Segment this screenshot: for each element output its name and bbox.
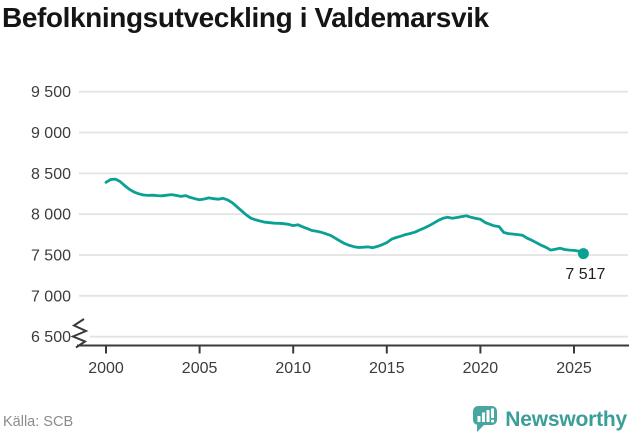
y-tick-label: 8 500	[31, 166, 71, 183]
brand-lockup: Newsworthy	[472, 405, 627, 435]
x-tick-label: 2010	[275, 360, 311, 377]
source-label: Källa: SCB	[3, 414, 74, 430]
y-tick-label: 6 500	[31, 329, 71, 346]
y-tick-label: 7 500	[31, 248, 71, 265]
exclamation-bar	[491, 408, 495, 418]
axis-break-icon	[70, 318, 89, 349]
end-point-marker	[577, 248, 589, 260]
bar-1	[477, 416, 481, 422]
y-tick-label: 9 000	[31, 125, 71, 142]
bar-2	[482, 412, 486, 422]
y-tick-label: 9 500	[31, 84, 71, 101]
exclamation-dot	[491, 419, 495, 423]
speech-bubble-bar-chart-icon	[473, 406, 498, 432]
x-tick-label: 2020	[463, 360, 499, 377]
population-line-chart: 6 500 7 000 7 500 8 000 8 500 9 000 9 500 2000 2…	[31, 84, 629, 377]
y-tick-label: 8 000	[31, 207, 71, 224]
brand-name: Newsworthy	[505, 408, 627, 431]
end-point-value-label: 7 517	[565, 266, 605, 283]
population-line	[104, 177, 585, 255]
x-tick-label: 2005	[182, 360, 218, 377]
bar-3	[486, 410, 490, 422]
chart-title: Befolkningsutveckling i Valdemarsvik	[2, 2, 489, 33]
y-tick-label: 7 000	[31, 288, 71, 305]
x-tick-label: 2015	[369, 360, 405, 377]
x-tick-label: 2025	[556, 360, 592, 377]
x-tick-label: 2000	[88, 360, 124, 377]
